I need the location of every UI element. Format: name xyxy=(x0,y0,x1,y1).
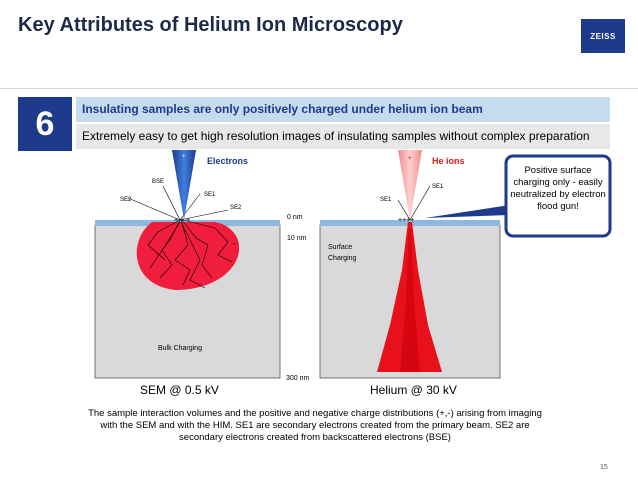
sem-bulk-label: Bulk Charging xyxy=(158,345,202,352)
sem-bse-label: BSE xyxy=(152,179,164,185)
callout-box xyxy=(504,154,612,238)
sem-se2-right-label: SE2 xyxy=(230,205,242,211)
him-ion-beam xyxy=(398,150,422,220)
him-beam-label: He ions xyxy=(432,156,465,166)
sem-minus-charge: - xyxy=(233,239,236,248)
him-volume-core xyxy=(400,228,420,372)
sem-se2-left-label: SE2 xyxy=(120,197,132,203)
scale-0nm: 0 nm xyxy=(287,214,303,221)
slide-title: Key Attributes of Helium Ion Microscopy xyxy=(18,14,403,36)
headline: Insulating samples are only positively c… xyxy=(82,102,483,116)
attribute-number: 6 xyxy=(18,97,72,151)
sem-surface-charge: + + + xyxy=(174,217,190,224)
him-charging-label: Charging xyxy=(328,255,357,262)
sem-interaction-volume xyxy=(136,222,240,290)
subline-bar xyxy=(76,124,610,149)
zeiss-logo: ZEISS xyxy=(581,19,625,53)
headline-bar xyxy=(76,97,610,122)
subline: Extremely easy to get high resolution im… xyxy=(82,129,590,143)
callout-pointer xyxy=(425,205,510,218)
sem-electron-beam xyxy=(172,150,196,220)
callout-text: Positive surface charging only - easily … xyxy=(510,165,606,212)
sem-caption: SEM @ 0.5 kV xyxy=(140,383,219,397)
interaction-diagram: + + + + - Electrons BSE SE1 SE2 SE2 Bulk… xyxy=(94,150,612,382)
figure-description: The sample interaction volumes and the p… xyxy=(88,408,542,443)
him-caption: Helium @ 30 kV xyxy=(370,383,457,397)
him-beam-plus: + xyxy=(408,156,412,162)
him-surface-label: Surface xyxy=(328,244,352,251)
sem-trajectories xyxy=(147,219,233,289)
him-emitted-electrons xyxy=(397,185,431,221)
scale-10nm: 10 nm xyxy=(287,235,307,242)
page-number: 15 xyxy=(600,464,608,471)
sem-beam-plus: + xyxy=(182,154,186,160)
scale-300nm: 300 nm xyxy=(286,375,310,382)
him-surface-charge: ++++ xyxy=(398,217,414,224)
sem-beam-label: Electrons xyxy=(207,156,248,166)
him-se1-right-label: SE1 xyxy=(432,184,444,190)
him-se1-left-label: SE1 xyxy=(380,197,392,203)
sem-se1-label: SE1 xyxy=(204,192,216,198)
header-divider xyxy=(0,88,638,89)
